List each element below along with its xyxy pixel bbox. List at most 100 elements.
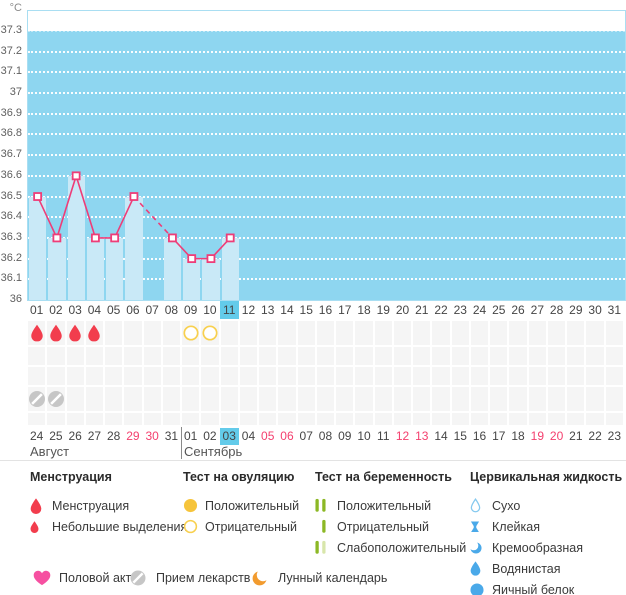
legend-item-label: Сухо	[492, 498, 521, 513]
cycle-day-21[interactable]: 21	[415, 303, 429, 317]
cycle-day-15[interactable]: 15	[299, 303, 313, 317]
calendar-date-10[interactable]: 10	[357, 429, 371, 443]
calendar-date-05[interactable]: 05	[261, 429, 275, 443]
cycle-day-23[interactable]: 23	[453, 303, 467, 317]
calendar-date-01[interactable]: 01	[183, 429, 198, 443]
fluid-sticky-icon	[470, 521, 492, 533]
cycle-day-05[interactable]: 05	[106, 303, 121, 317]
cycle-day-06[interactable]: 06	[126, 303, 140, 317]
calendar-date-02[interactable]: 02	[203, 429, 217, 443]
calendar-date-13[interactable]: 13	[415, 429, 429, 443]
calendar-date-11[interactable]: 11	[377, 429, 390, 443]
legend-section-items: Менструация Небольшие выделения	[30, 495, 187, 537]
legend-item: Отрицательный	[315, 516, 466, 537]
temp-point-day-02[interactable]	[52, 233, 62, 243]
cycle-day-04[interactable]: 04	[87, 303, 102, 317]
mark-cell	[143, 321, 161, 345]
calendar-date-07[interactable]: 07	[299, 429, 313, 443]
mark-cell	[432, 413, 450, 425]
cycle-day-29[interactable]: 29	[569, 303, 583, 317]
temp-bar-day-09	[183, 258, 201, 300]
cycle-day-24[interactable]: 24	[472, 303, 487, 317]
temp-point-day-03[interactable]	[71, 171, 81, 181]
calendar-date-30[interactable]: 30	[145, 429, 159, 443]
calendar-date-28[interactable]: 28	[106, 429, 121, 443]
mark-cell	[451, 367, 469, 385]
calendar-date-17[interactable]: 17	[492, 429, 506, 443]
calendar-date-26[interactable]: 26	[68, 429, 82, 443]
temp-point-day-06[interactable]	[129, 192, 139, 201]
cycle-day-20[interactable]: 20	[395, 303, 410, 317]
mark-cell	[355, 387, 373, 411]
mark-cell	[259, 321, 277, 345]
cycle-day-07[interactable]: 07	[145, 303, 159, 317]
calendar-date-19[interactable]: 19	[530, 429, 544, 443]
calendar-date-08[interactable]: 08	[318, 429, 333, 443]
cycle-day-14[interactable]: 14	[280, 303, 294, 317]
calendar-date-15[interactable]: 15	[453, 429, 467, 443]
calendar-date-31[interactable]: 31	[164, 429, 179, 443]
calendar-date-23[interactable]: 23	[607, 429, 622, 443]
calendar-date-04[interactable]: 04	[241, 429, 256, 443]
legend-section-4: Цервикальная жидкость Сухо Клейкая Кремообр…	[470, 470, 622, 595]
calendar-date-06[interactable]: 06	[280, 429, 294, 443]
cycle-day-18[interactable]: 18	[357, 303, 371, 317]
cycle-day-31[interactable]: 31	[607, 303, 622, 317]
y-tick-36.6: 36.6	[0, 168, 22, 181]
calendar-date-22[interactable]: 22	[588, 429, 602, 443]
legend-footer-label: Прием лекарств	[156, 571, 251, 585]
cycle-day-30[interactable]: 30	[588, 303, 602, 317]
temp-point-day-05[interactable]	[110, 233, 120, 243]
mark-cell	[220, 413, 238, 425]
calendar-date-09[interactable]: 09	[338, 429, 352, 443]
temp-point-day-01[interactable]	[33, 192, 43, 201]
mark-cell	[605, 321, 623, 345]
mark-cell	[47, 367, 65, 385]
temp-point-day-11[interactable]	[225, 233, 235, 243]
cycle-day-09[interactable]: 09	[183, 303, 198, 317]
temp-point-day-10[interactable]	[206, 254, 216, 264]
cycle-day-02[interactable]: 02	[49, 303, 63, 317]
calendar-date-16[interactable]: 16	[472, 429, 487, 443]
legend-section-items: Сухо Клейкая Кремообразная Водянистая Яичный…	[470, 495, 622, 595]
cycle-day-03[interactable]: 03	[68, 303, 82, 317]
calendar-date-29[interactable]: 29	[126, 429, 140, 443]
calendar-date-18[interactable]: 18	[511, 429, 525, 443]
cycle-day-13[interactable]: 13	[261, 303, 275, 317]
calendar-date-03[interactable]: 03	[219, 428, 239, 445]
mark-cell	[432, 387, 450, 411]
calendar-date-14[interactable]: 14	[434, 429, 448, 443]
y-tick-36.7: 36.7	[0, 148, 22, 161]
mark-cell	[297, 321, 315, 345]
cycle-day-10[interactable]: 10	[203, 303, 217, 317]
temp-point-day-09[interactable]	[187, 254, 197, 264]
mark-cell	[509, 321, 527, 345]
cycle-day-19[interactable]: 19	[376, 303, 390, 317]
temp-line-segment-dashed	[133, 195, 174, 239]
calendar-date-25[interactable]: 25	[49, 429, 63, 443]
calendar-date-27[interactable]: 27	[87, 429, 102, 443]
cycle-day-27[interactable]: 27	[530, 303, 544, 317]
calendar-date-21[interactable]: 21	[569, 429, 583, 443]
cycle-day-17[interactable]: 17	[338, 303, 352, 317]
cycle-day-16[interactable]: 16	[318, 303, 333, 317]
legend-footer-item: Лунный календарь	[252, 568, 387, 588]
calendar-date-12[interactable]: 12	[395, 429, 410, 443]
mark-cell	[413, 347, 431, 365]
cycle-day-22[interactable]: 22	[434, 303, 448, 317]
temp-bar-day-02	[48, 237, 66, 300]
drop-red-icon	[88, 324, 101, 342]
calendar-date-20[interactable]: 20	[549, 429, 564, 443]
cycle-day-08[interactable]: 08	[164, 303, 179, 317]
mark-cell	[162, 321, 181, 345]
mark-cell	[28, 347, 46, 365]
calendar-date-24[interactable]: 24	[29, 429, 44, 443]
cycle-day-28[interactable]: 28	[549, 303, 564, 317]
temp-point-day-04[interactable]	[91, 233, 100, 243]
cycle-day-11[interactable]: 11	[219, 301, 239, 319]
temp-point-day-08[interactable]	[168, 233, 177, 243]
cycle-day-25[interactable]: 25	[492, 303, 506, 317]
cycle-day-26[interactable]: 26	[511, 303, 525, 317]
cycle-day-12[interactable]: 12	[241, 303, 256, 317]
cycle-day-01[interactable]: 01	[29, 303, 44, 317]
